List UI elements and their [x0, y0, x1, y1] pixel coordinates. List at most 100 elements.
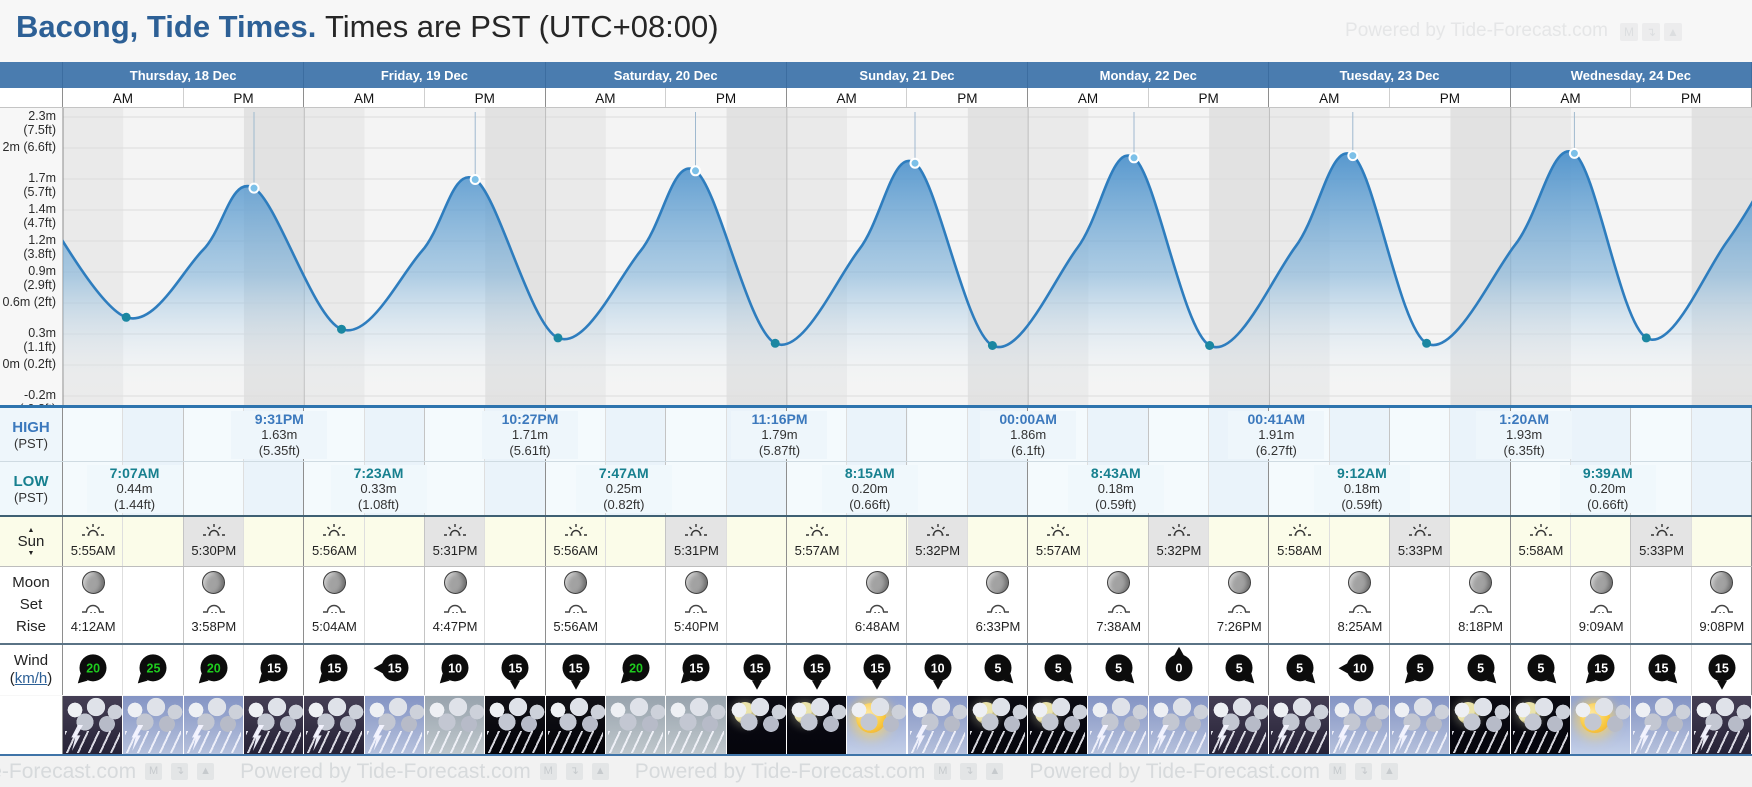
wind-units-link[interactable]: km/h [14, 670, 48, 687]
footer-social-icon[interactable]: ▲ [1380, 763, 1398, 780]
powered-by-watermark: Powered by Tide-Forecast.com M ↴ ▲ [1345, 20, 1682, 42]
grid-cell [304, 567, 365, 643]
footer-segment: Powered by Tide-Forecast.com M ↴ ▲ [635, 760, 1004, 784]
watermark-social-icon[interactable]: ↴ [1642, 23, 1660, 41]
cloud-glyph [847, 696, 907, 738]
watermark-social-icon[interactable]: ▲ [1664, 23, 1682, 41]
moonrise-icon [1203, 600, 1275, 618]
footer-social-icon[interactable]: ↴ [565, 763, 583, 780]
lightning-glyph [131, 725, 144, 751]
footer-social-icon[interactable]: M [145, 763, 163, 780]
sunrise-time: 5:57AM [1035, 543, 1081, 558]
moon-phase-icon [443, 571, 467, 594]
footer-social-icon[interactable]: M [539, 763, 557, 780]
footer-social-icon[interactable]: ↴ [1354, 763, 1372, 780]
wind-speed-badge: 5 [1105, 654, 1133, 682]
grid-cell [1269, 567, 1330, 643]
y-axis-label: 1.7m (5.7ft) [23, 171, 56, 199]
footer-social-icon[interactable]: ▲ [986, 763, 1004, 780]
sunset-event: 5:30PM [178, 522, 250, 558]
sunrise-icon [57, 522, 129, 542]
moon-phase-icon [1107, 571, 1131, 594]
rain-glyph [1030, 731, 1086, 753]
wind-speed-badge: 5 [1467, 654, 1495, 682]
wind-cell: 5 [1269, 645, 1329, 695]
moon-phase-icon [1710, 571, 1734, 594]
ampm-label: PM [184, 88, 305, 108]
moon-phase-icon [202, 571, 226, 594]
moonrise-time: 5:40PM [673, 619, 719, 634]
tide-time: 7:47AM [598, 465, 649, 481]
day-header-row: Thursday, 18 Dec Friday, 19 Dec Saturday, … [0, 62, 1752, 88]
sunset-time: 5:32PM [915, 543, 961, 558]
divider [0, 754, 1752, 756]
moonset-time: 5:04AM [312, 619, 357, 634]
wind-cell: 20 [63, 645, 123, 695]
grid-cell [727, 645, 787, 695]
sunset-time: 5:30PM [191, 543, 237, 558]
wind-cell: 10 [908, 645, 968, 695]
wind-speed-badge: 5 [1225, 654, 1253, 682]
tide-time: 8:15AM [844, 465, 895, 481]
low-tide-marker [553, 333, 563, 343]
wind-direction-arrow [812, 680, 822, 690]
weather-icon [243, 696, 305, 754]
sun-label: Sun [17, 532, 45, 550]
footer-social-icon[interactable]: M [934, 763, 952, 780]
ampm-label: PM [425, 88, 546, 108]
rain-glyph [1452, 731, 1508, 753]
high-tide-marker [469, 174, 481, 185]
footer-social-icon[interactable]: M [1328, 763, 1346, 780]
grid-cell [1450, 462, 1511, 515]
y-axis-label: 0m (0.2ft) [2, 357, 57, 371]
sunset-icon [1626, 522, 1698, 542]
moon-phase-icon [986, 571, 1010, 594]
wind-cell: 15 [847, 645, 907, 695]
low-tide-marker [987, 341, 997, 350]
low-tide-event: 9:39AM 0.20m (0.66ft) [1559, 465, 1656, 513]
y-axis-label: 2m (6.6ft) [2, 140, 57, 154]
grid-cell [606, 645, 667, 695]
moon-phase-icon [564, 571, 588, 594]
lightning-glyph [1277, 725, 1290, 751]
sunset-event: 5:33PM [1626, 522, 1698, 558]
lightning-glyph [372, 725, 385, 751]
sunrise-icon [1264, 522, 1336, 542]
ampm-label: AM [787, 88, 908, 108]
rain-glyph [668, 731, 724, 753]
y-axis-label: 2.3m (7.5ft) [23, 109, 56, 137]
y-axis-label: 0.9m (2.9ft) [23, 264, 56, 292]
grid-cell [1450, 645, 1511, 695]
moonrise-time: 3:58PM [191, 619, 237, 634]
sort-up-icon[interactable]: ▲ [27, 526, 35, 534]
tide-height-ft: (5.61ft) [509, 443, 551, 458]
wind-speed-badge: 15 [743, 654, 771, 682]
ampm-label: PM [908, 88, 1029, 108]
sort-down-icon[interactable]: ▼ [27, 549, 35, 557]
wind-unit-close: ) [47, 670, 53, 687]
footer-social-icon[interactable]: ↴ [960, 763, 978, 780]
footer-social-icon[interactable]: ▲ [197, 763, 215, 780]
lightning-glyph [1096, 725, 1109, 751]
lightning-glyph [1217, 725, 1230, 751]
y-axis-label: 0.6m (2ft) [2, 295, 57, 309]
grid-cell [1571, 408, 1632, 462]
moonrise-icon [1445, 600, 1517, 618]
footer-social-icon[interactable]: ↴ [171, 763, 189, 780]
wind-direction-arrow [932, 680, 943, 690]
moonset-event: 5:04AM [298, 571, 370, 634]
moonset-event: 7:38AM [1083, 571, 1155, 634]
wind-speed-badge: 25 [139, 654, 167, 682]
moonset-icon [1324, 600, 1396, 618]
moonrise-time: 8:18PM [1458, 619, 1503, 634]
sunset-time: 5:33PM [1639, 543, 1684, 558]
watermark-social-icon[interactable]: M [1620, 23, 1638, 41]
sunset-event: 5:32PM [1143, 522, 1215, 558]
grid-cell [485, 517, 546, 566]
footer-social-icon[interactable]: ▲ [591, 763, 609, 780]
low-tide-event: 7:07AM 0.44m (1.44ft) [86, 465, 183, 513]
footer-segment: Powered by Tide-Forecast.com M ↴ ▲ [1029, 760, 1398, 784]
cloud-glyph [786, 696, 847, 738]
moon-phase-icon [81, 571, 105, 594]
sunrise-time: 5:58AM [1518, 543, 1564, 558]
